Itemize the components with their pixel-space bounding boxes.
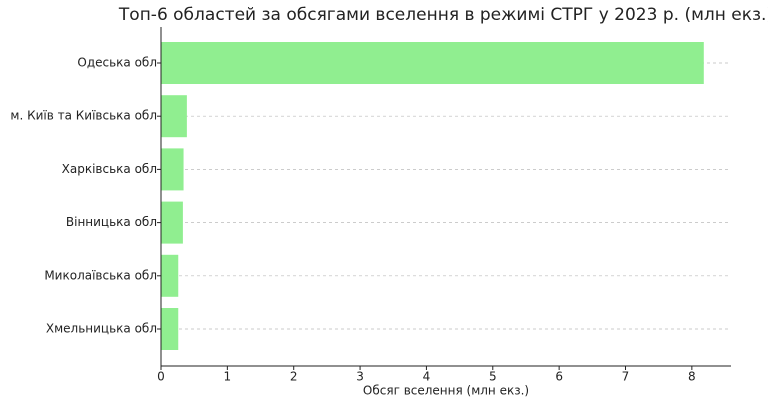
y-tick-label: Миколаївська обл bbox=[44, 268, 157, 282]
bar bbox=[161, 148, 184, 191]
y-tick-label: Хмельницька обл bbox=[46, 322, 157, 336]
chart-title: Топ-6 областей за обсягами вселення в ре… bbox=[118, 5, 768, 25]
x-axis-label: Обсяг вселення (млн екз.) bbox=[363, 384, 529, 398]
bar bbox=[161, 308, 179, 350]
x-tick-label: 7 bbox=[622, 370, 630, 384]
x-tick-label: 5 bbox=[489, 370, 497, 384]
bar bbox=[161, 254, 179, 297]
x-tick-label: 8 bbox=[688, 370, 696, 384]
y-tick-label: Вінницька обл bbox=[66, 215, 157, 229]
x-tick-label: 2 bbox=[290, 370, 298, 384]
x-tick-label: 6 bbox=[555, 370, 563, 384]
x-tick-label: 1 bbox=[224, 370, 232, 384]
bar bbox=[161, 42, 704, 84]
bar bbox=[161, 95, 187, 138]
bar bbox=[161, 201, 183, 244]
y-tick-label: Одеська обл bbox=[77, 56, 157, 70]
x-tick-label: 0 bbox=[157, 370, 165, 384]
x-tick-label: 4 bbox=[423, 370, 431, 384]
y-tick-label: м. Київ та Київська обл bbox=[10, 109, 157, 123]
x-tick-label: 3 bbox=[356, 370, 364, 384]
y-tick-label: Харківська обл bbox=[62, 162, 157, 176]
